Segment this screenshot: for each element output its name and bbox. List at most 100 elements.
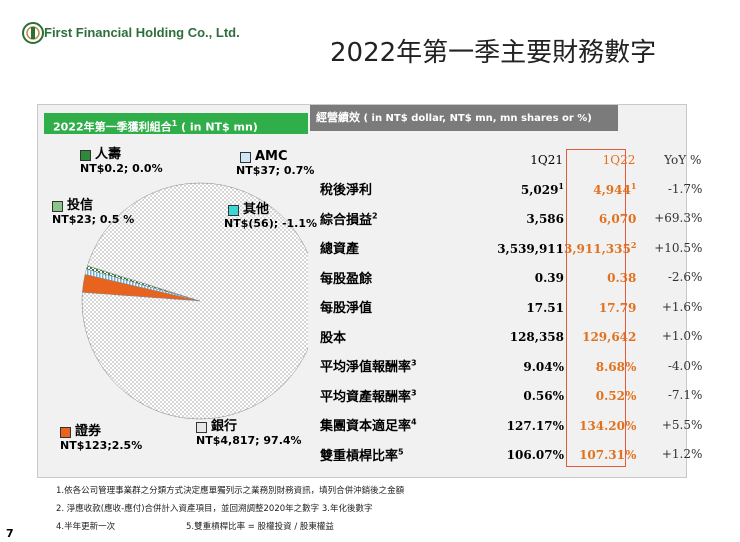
row-label-sup: 3: [411, 388, 417, 398]
row-1q22-value: 0.38: [564, 263, 636, 293]
row-label: 平均資產報酬率3: [312, 381, 476, 411]
legend-invest: 投信 NT$23; 0.5 %: [52, 199, 134, 227]
row-1q21-value-text: 0.56%: [523, 389, 564, 404]
header-label-col: [312, 146, 476, 174]
row-1q21-value: 17.51: [476, 292, 564, 322]
legend-other-name: 其他: [243, 202, 270, 217]
table-row: 每股淨值 17.51 17.79 +1.6%: [312, 292, 702, 322]
legend-other: 其他 NT$(56); -1.1%: [224, 202, 317, 231]
legend-amc-value: NT$37; 0.7%: [236, 164, 315, 177]
table-row: 雙重槓桿比率5 106.07% 107.31% +1.2%: [312, 440, 702, 470]
row-1q22-value: 3,911,3352: [564, 233, 636, 263]
page-title: 2022年第一季主要財務數字: [330, 38, 657, 68]
row-1q21-value-sup: 1: [558, 180, 564, 191]
row-yoy-value: -1.7%: [636, 174, 703, 204]
row-yoy-value: -4.0%: [636, 351, 703, 381]
legend-invest-value: NT$23; 0.5 %: [52, 213, 135, 226]
row-label: 平均淨值報酬率3: [312, 351, 476, 381]
performance-header: 經營績效 ( in NT$ dollar, NT$ mn, mn shares …: [310, 105, 618, 131]
row-1q21-value-text: 5,029: [520, 182, 559, 197]
legend-bank-swatch: [196, 421, 207, 433]
row-1q22-value-text: 0.38: [607, 271, 637, 286]
performance-unit: ( in NT$ dollar, NT$ mn, mn shares or %): [360, 113, 592, 124]
row-1q22-value: 6,070: [564, 204, 637, 234]
table-row: 每股盈餘 0.39 0.38 -2.6%: [312, 263, 702, 293]
legend-securities-name: 證券: [75, 424, 102, 439]
table-header-row: 1Q21 1Q22 YoY %: [312, 146, 702, 174]
row-1q22-value-text: 107.31%: [579, 448, 637, 463]
row-1q22-value-text: 0.52%: [595, 389, 637, 404]
table-row: 綜合損益2 3,586 6,070 +69.3%: [312, 204, 702, 234]
row-yoy-value-text: -2.6%: [667, 270, 703, 285]
row-yoy-value-text: +10.5%: [654, 240, 703, 255]
row-yoy-value-text: -4.0%: [667, 358, 703, 373]
row-label-text: 雙重槓桿比率: [320, 448, 399, 464]
row-label-text: 綜合損益: [320, 212, 373, 228]
row-label: 每股淨值: [312, 292, 476, 322]
row-yoy-value: -2.6%: [636, 263, 703, 293]
row-label: 每股盈餘: [312, 263, 476, 293]
profit-mix-title-sup: 1: [171, 119, 178, 128]
row-label-text: 平均淨值報酬率: [320, 360, 412, 376]
row-yoy-value-text: +1.6%: [661, 299, 703, 314]
legend-life: 人壽 NT$0.2; 0.0%: [80, 148, 163, 176]
row-label-sup: 4: [411, 417, 417, 427]
row-1q21-value-text: 3,586: [526, 212, 564, 227]
row-1q21-value-text: 106.07%: [506, 448, 564, 463]
row-label-text: 股本: [320, 330, 347, 346]
table-body: 稅後淨利 5,0291 4,9441 -1.7% 綜合損益2 3,586 6,070 +69.…: [312, 174, 702, 469]
row-yoy-value: -7.1%: [636, 381, 703, 411]
row-1q21-value: 106.07%: [476, 440, 564, 470]
row-label-text: 總資產: [320, 242, 360, 258]
table-row: 集團資本適足率4 127.17% 134.20% +5.5%: [312, 410, 702, 440]
row-1q22-value: 107.31%: [564, 440, 636, 470]
row-1q21-value-text: 3,539,911: [497, 241, 564, 256]
legend-life-name: 人壽: [95, 147, 122, 162]
legend-amc: AMC NT$37; 0.7%: [236, 149, 314, 178]
row-1q22-value-text: 134.20%: [579, 418, 637, 433]
legend-invest-name: 投信: [67, 198, 94, 213]
row-1q22-value: 129,642: [564, 322, 636, 352]
row-label-text: 平均資產報酬率: [320, 389, 412, 405]
row-label: 股本: [312, 322, 476, 352]
table-row: 總資產 3,539,911 3,911,3352 +10.5%: [312, 233, 702, 263]
page-number: 7: [6, 527, 14, 540]
profit-mix-pie-chart: [81, 182, 308, 420]
row-1q22-value-text: 129,642: [582, 330, 637, 345]
row-label-text: 集團資本適足率: [320, 419, 412, 435]
row-1q21-value: 0.56%: [476, 381, 564, 411]
row-1q22-value: 8.68%: [564, 351, 637, 381]
row-yoy-value: +1.6%: [636, 292, 703, 322]
header-yoy: YoY %: [664, 153, 702, 167]
performance-table: 1Q21 1Q22 YoY % 稅後淨利 5,0291 4,9441 -1.7% 綜合損…: [312, 146, 702, 469]
performance-title: 經營績效: [316, 111, 360, 124]
row-1q22-value-text: 3,911,335: [564, 241, 631, 256]
profit-mix-unit: ( in NT$ mn): [177, 120, 258, 134]
row-label-sup: 2: [372, 211, 378, 221]
row-1q22-value-text: 17.79: [598, 300, 637, 315]
row-1q21-value: 128,358: [476, 322, 564, 352]
row-1q22-value-text: 4,944: [593, 182, 631, 197]
row-label: 總資產: [312, 233, 476, 263]
row-1q21-value: 3,586: [476, 204, 564, 234]
row-yoy-value: +5.5%: [636, 410, 703, 440]
row-label-text: 每股淨值: [320, 301, 373, 317]
pie-slice-銀行: [81, 182, 308, 420]
row-1q21-value-text: 0.39: [534, 271, 564, 286]
row-1q22-value: 4,9441: [564, 174, 636, 204]
row-yoy-value: +1.2%: [636, 440, 703, 470]
table-row: 稅後淨利 5,0291 4,9441 -1.7%: [312, 174, 702, 204]
row-yoy-value: +1.0%: [636, 322, 703, 352]
legend-invest-swatch: [52, 200, 63, 212]
row-1q22-value-text: 6,070: [598, 212, 637, 227]
row-label-sup: 3: [411, 358, 417, 368]
row-1q21-value-text: 9.04%: [523, 359, 564, 374]
row-1q21-value: 127.17%: [476, 410, 564, 440]
company-logo: [22, 22, 44, 44]
row-yoy-value: +10.5%: [636, 233, 702, 263]
row-label-text: 每股盈餘: [320, 271, 373, 287]
legend-amc-name: AMC: [255, 149, 288, 164]
row-label-sup: 5: [398, 447, 404, 457]
row-1q21-value-text: 128,358: [509, 330, 564, 345]
row-1q21-value-text: 17.51: [526, 300, 564, 315]
